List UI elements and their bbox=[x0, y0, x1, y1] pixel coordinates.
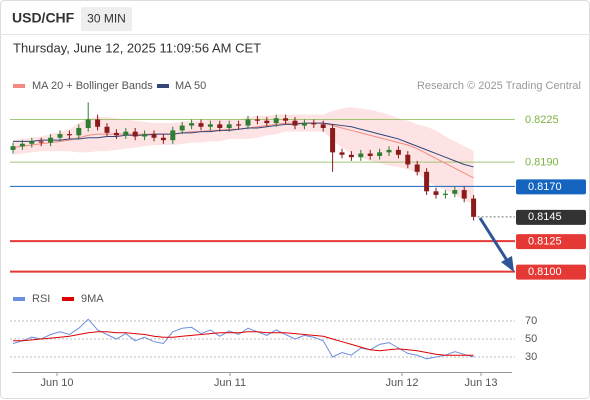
y-tick-label: 50 bbox=[525, 333, 537, 345]
candle-body bbox=[339, 152, 345, 155]
x-tick-label: Jun 11 bbox=[214, 377, 246, 389]
legend-label: MA 50 bbox=[175, 80, 206, 92]
candle-body bbox=[320, 124, 326, 128]
x-tick-label: Jun 12 bbox=[385, 377, 418, 389]
candle-body bbox=[189, 123, 195, 126]
level-label: 0.8100 bbox=[528, 266, 562, 278]
candle-body bbox=[85, 119, 91, 128]
candle-body bbox=[301, 123, 307, 126]
candle-body bbox=[433, 191, 439, 195]
plot: MA 20 + Bollinger Bands MA 50 RSI 9MA 0.8225… bbox=[10, 80, 586, 389]
candle-body bbox=[170, 130, 176, 141]
candle-body bbox=[226, 124, 232, 128]
candle-body bbox=[29, 141, 35, 144]
candle-body bbox=[104, 126, 110, 133]
candle-body bbox=[10, 146, 16, 150]
candle-body bbox=[405, 154, 411, 165]
level-label: 0.8145 bbox=[528, 211, 562, 223]
legend-label: MA 20 + Bollinger Bands bbox=[32, 80, 153, 92]
x-tick-label: Jun 13 bbox=[464, 377, 497, 389]
candle-body bbox=[283, 118, 289, 121]
candle-body bbox=[414, 164, 420, 172]
x-tick-label: Jun 10 bbox=[40, 377, 73, 389]
candle-body bbox=[348, 154, 354, 158]
candle-body bbox=[461, 190, 467, 199]
candle-body bbox=[254, 119, 260, 121]
candle-body bbox=[38, 141, 44, 143]
level-badge bbox=[516, 264, 586, 280]
candle-body bbox=[452, 190, 458, 194]
candle-body bbox=[179, 125, 185, 131]
candle-body bbox=[377, 152, 383, 156]
rsi-ma-line bbox=[13, 331, 474, 356]
y-tick-label: 30 bbox=[525, 351, 537, 363]
level-badge bbox=[516, 209, 586, 225]
candle-body bbox=[217, 124, 223, 128]
interval-badge bbox=[81, 7, 132, 31]
rsi-line bbox=[12, 318, 474, 360]
level-badge bbox=[516, 179, 586, 195]
timestamp: Thursday, June 12, 2025 11:09:56 AM CET bbox=[13, 40, 261, 55]
candle-body bbox=[236, 124, 242, 126]
candle-body bbox=[273, 118, 279, 124]
candle-body bbox=[66, 134, 72, 136]
candle-body bbox=[207, 124, 213, 127]
candle-body bbox=[471, 198, 477, 217]
legend-swatch bbox=[62, 297, 74, 301]
candle-body bbox=[311, 123, 317, 125]
candle-body bbox=[198, 123, 204, 127]
forecast-arrow bbox=[478, 217, 510, 263]
candle-body bbox=[76, 127, 82, 136]
candle-body bbox=[57, 134, 63, 138]
candle-body bbox=[330, 127, 336, 153]
legend-swatch bbox=[13, 84, 25, 88]
candle-body bbox=[95, 119, 101, 127]
candle-body bbox=[264, 120, 270, 124]
legend-swatch bbox=[13, 297, 25, 301]
candle-body bbox=[132, 131, 138, 137]
level-label: 0.8170 bbox=[528, 181, 562, 193]
candle-body bbox=[424, 171, 430, 192]
candle-body bbox=[151, 134, 157, 138]
candle-body bbox=[367, 153, 373, 156]
candle-body bbox=[358, 153, 364, 158]
forecast-arrowhead bbox=[501, 256, 514, 272]
candle-body bbox=[160, 137, 166, 141]
legend-label: RSI bbox=[32, 293, 50, 305]
candle-body bbox=[442, 193, 448, 195]
candle-body bbox=[48, 137, 54, 143]
legend-swatch bbox=[157, 84, 169, 88]
candle-body bbox=[395, 149, 401, 155]
candle-body bbox=[292, 120, 298, 126]
ma50-line bbox=[13, 122, 474, 168]
candle-body bbox=[142, 134, 148, 137]
interval: 30 MIN bbox=[87, 12, 126, 26]
candle-body bbox=[386, 149, 392, 153]
candle-body bbox=[123, 131, 129, 136]
legend-label: 9MA bbox=[81, 293, 104, 305]
chart-title: USD/CHF bbox=[12, 10, 75, 26]
candle-body bbox=[245, 119, 251, 126]
candle-body bbox=[19, 143, 25, 147]
candle-body bbox=[113, 132, 119, 136]
level-label: 0.8190 bbox=[525, 156, 559, 168]
y-tick-label: 70 bbox=[525, 315, 537, 327]
level-badge bbox=[516, 234, 586, 250]
level-label: 0.8125 bbox=[528, 236, 562, 248]
credit: Research © 2025 Trading Central bbox=[417, 80, 581, 92]
level-label: 0.8225 bbox=[525, 114, 559, 126]
